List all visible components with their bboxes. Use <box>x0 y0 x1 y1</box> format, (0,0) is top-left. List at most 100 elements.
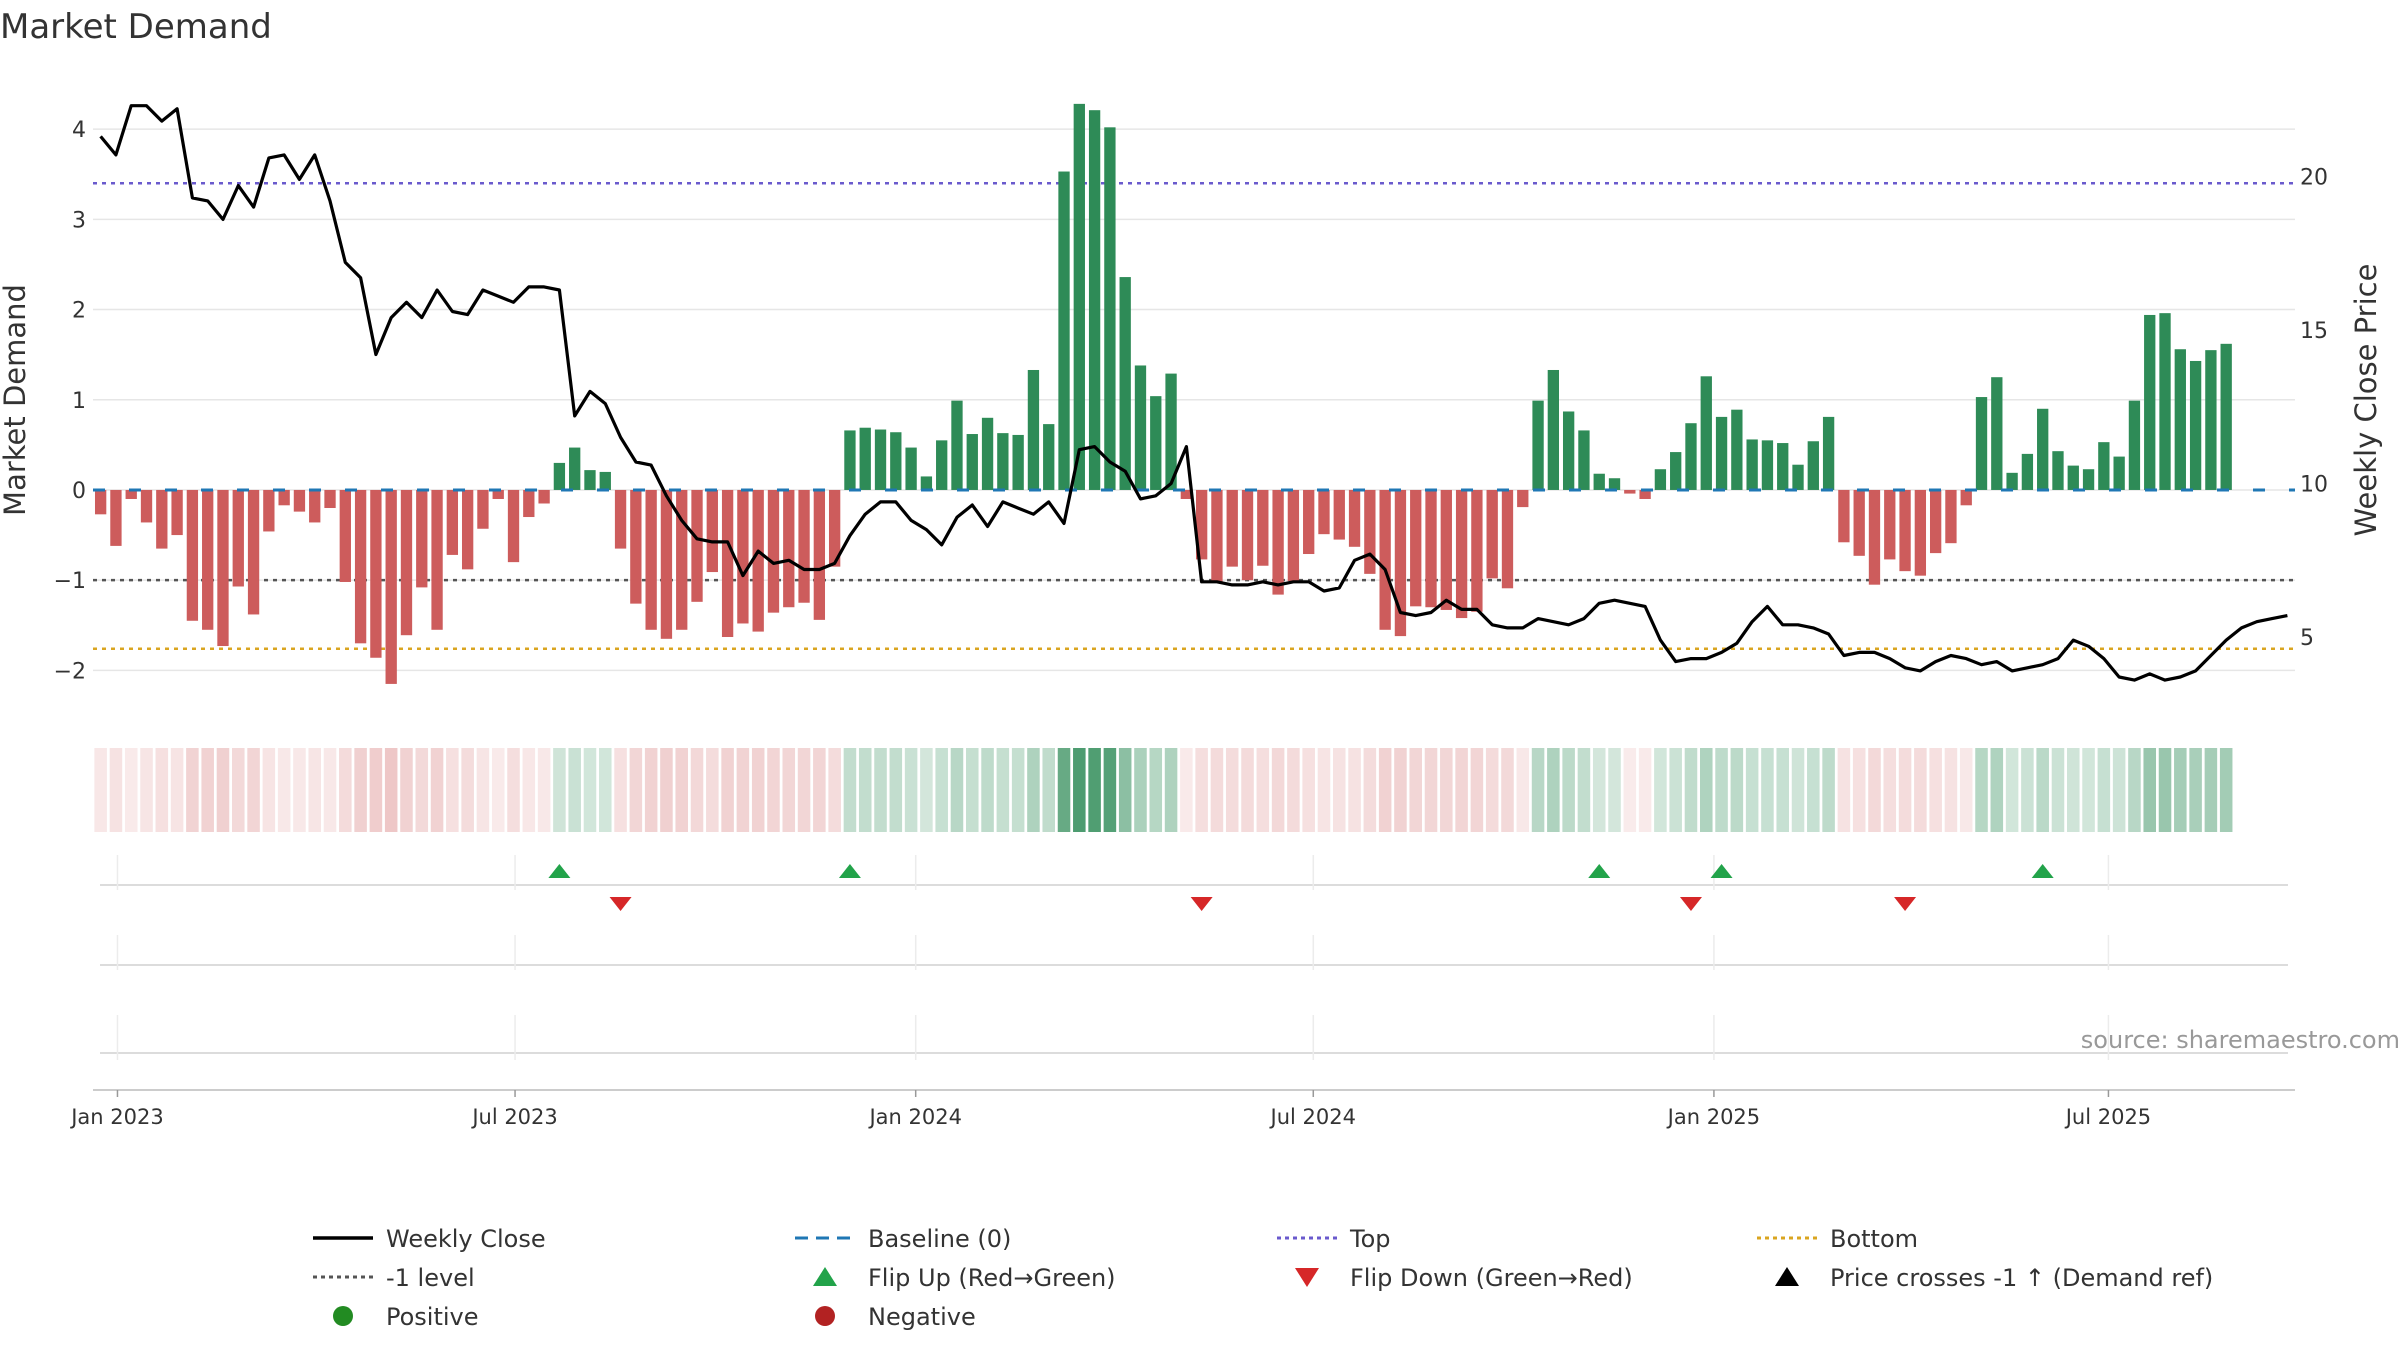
legend-item: -1 level <box>313 1264 475 1292</box>
heat-cell <box>1623 748 1637 832</box>
demand-bar <box>1180 489 1193 499</box>
legend-label: Negative <box>868 1303 976 1331</box>
heat-cell <box>660 748 673 832</box>
heat-cell <box>2128 748 2141 832</box>
demand-bar <box>1195 489 1208 560</box>
y-tick-label: −1 <box>54 569 86 594</box>
demand-bar <box>2159 313 2171 490</box>
demand-bar <box>1394 489 1407 637</box>
demand-bar <box>2144 314 2156 490</box>
demand-bar <box>936 440 948 490</box>
heat-cell <box>384 748 398 832</box>
demand-bar <box>1333 489 1345 540</box>
heat-cell <box>1195 748 1208 832</box>
demand-bar <box>645 489 657 630</box>
legend-label: Positive <box>386 1303 479 1331</box>
heat-cell <box>1225 748 1239 832</box>
demand-bar <box>951 400 963 490</box>
demand-bar <box>1165 373 1177 490</box>
heat-cell <box>201 748 214 832</box>
demand-bar <box>1822 416 1835 490</box>
heat-cell <box>966 748 979 832</box>
legend-swatch <box>333 1306 353 1326</box>
demand-bar <box>140 489 153 523</box>
demand-bar <box>676 489 688 630</box>
heat-cell <box>644 748 658 832</box>
legend-item: Positive <box>333 1303 479 1331</box>
demand-bar <box>2205 350 2217 490</box>
heat-cell <box>767 748 780 832</box>
y2-tick-label: 20 <box>2300 165 2328 190</box>
heat-cell <box>1638 748 1652 832</box>
heat-cell <box>1990 748 2004 832</box>
demand-bar <box>1455 489 1468 619</box>
y2-tick-label: 10 <box>2300 473 2328 498</box>
heat-cell <box>675 748 688 832</box>
demand-bar <box>2052 451 2064 490</box>
demand-bar <box>1685 423 1697 490</box>
heat-cell <box>1317 748 1331 832</box>
flip-up-marker <box>838 864 861 878</box>
x-tick-label: Jan 2025 <box>1666 1105 1761 1129</box>
heat-cell <box>1929 748 1942 832</box>
heat-cell <box>476 748 490 832</box>
demand-bar <box>1471 489 1483 612</box>
demand-bar <box>1884 489 1896 560</box>
heat-cell <box>2189 748 2202 832</box>
demand-bar <box>844 430 856 490</box>
legend-swatch <box>1775 1267 1799 1286</box>
heat-cell <box>277 748 291 832</box>
reference-lines <box>93 182 2295 650</box>
heat-cell <box>2051 748 2065 832</box>
heat-cell <box>996 748 1010 832</box>
demand-bar <box>1119 277 1131 490</box>
demand-bar <box>859 427 871 490</box>
heat-cell <box>1348 748 1361 832</box>
heat-cell <box>2174 748 2187 832</box>
demand-bar <box>905 447 917 490</box>
demand-bar <box>813 489 826 620</box>
demand-bar <box>339 489 351 582</box>
y-tick-label: 4 <box>72 118 86 143</box>
demand-bar <box>1532 400 1544 490</box>
heat-cell <box>1975 748 1988 832</box>
demand-bar <box>1746 439 1758 490</box>
demand-bar <box>1043 424 1055 490</box>
heat-cell <box>797 748 811 832</box>
demand-bar <box>1104 127 1116 490</box>
demand-bar <box>1838 489 1850 543</box>
heat-cell <box>1333 748 1346 832</box>
demand-bar <box>920 476 933 490</box>
heat-cell <box>1424 748 1438 832</box>
demand-bar <box>293 489 306 512</box>
heat-cell <box>1149 748 1163 832</box>
demand-bar <box>1058 171 1070 490</box>
demand-bar <box>1211 489 1223 582</box>
heat-cell <box>430 748 444 832</box>
price-line-group <box>99 104 2288 682</box>
demand-bar <box>1868 489 1881 585</box>
heat-cell <box>1898 748 1912 832</box>
x-tick-label: Jul 2025 <box>2064 1105 2151 1129</box>
demand-bar <box>1318 489 1330 535</box>
heat-cell <box>1501 748 1514 832</box>
heat-cell <box>736 748 750 832</box>
heat-cell <box>507 748 520 832</box>
demand-bar <box>263 489 275 532</box>
demand-bar <box>125 489 137 499</box>
heat-cell <box>1118 748 1132 832</box>
heat-cell <box>1807 748 1820 832</box>
demand-bar <box>370 489 382 658</box>
y2-tick-label: 5 <box>2300 626 2314 651</box>
heat-cell <box>308 748 321 832</box>
heat-cell <box>170 748 184 832</box>
demand-bar <box>1777 443 1789 490</box>
legend-item: Weekly Close <box>313 1225 546 1253</box>
heat-cell <box>1531 748 1545 832</box>
demand-bar <box>1027 369 1040 490</box>
y-axis-label: Market Demand <box>0 284 32 516</box>
demand-bar <box>1914 489 1927 576</box>
source-note: source: sharemaestro.com <box>2081 1026 2400 1054</box>
heat-cell <box>721 748 734 832</box>
heat-cell <box>1256 748 1270 832</box>
